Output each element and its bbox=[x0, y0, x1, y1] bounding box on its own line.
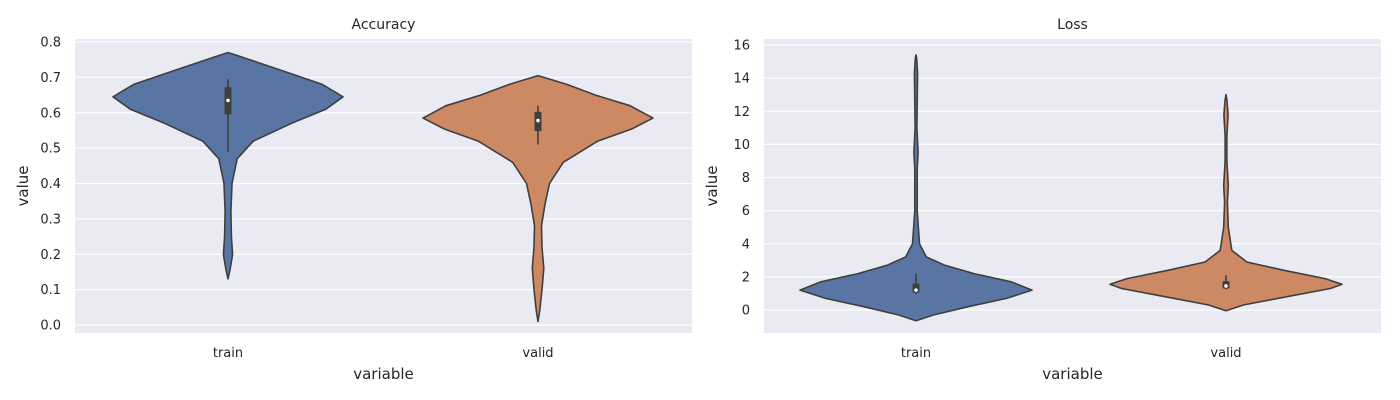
x-tick-label: valid bbox=[522, 346, 553, 361]
y-tick-label: 2 bbox=[742, 270, 750, 285]
y-tick-label: 12 bbox=[733, 105, 750, 120]
y-tick-label: 8 bbox=[742, 171, 750, 186]
y-tick-label: 10 bbox=[733, 138, 750, 153]
violin-body bbox=[422, 74, 654, 323]
y-axis-label: value bbox=[14, 166, 32, 207]
y-tick-label: 0.1 bbox=[40, 283, 61, 298]
chart-title: Loss bbox=[1057, 17, 1088, 33]
violin-body bbox=[1109, 93, 1343, 312]
violin-median-point bbox=[536, 118, 540, 123]
y-tick-label: 6 bbox=[742, 204, 750, 219]
violin-median-point bbox=[914, 288, 918, 292]
violin-valid bbox=[1109, 93, 1343, 312]
chart-title: Accuracy bbox=[352, 17, 416, 33]
x-tick-label: train bbox=[901, 346, 931, 361]
y-tick-label: 0.0 bbox=[40, 319, 61, 334]
y-tick-label: 14 bbox=[733, 72, 750, 87]
y-tick-label: 0.5 bbox=[40, 142, 61, 157]
y-tick-label: 0 bbox=[742, 304, 750, 319]
x-tick-label: train bbox=[213, 346, 243, 361]
violin-train bbox=[112, 51, 344, 280]
x-tick-label: valid bbox=[1210, 346, 1241, 361]
violin-body bbox=[799, 54, 1033, 322]
y-tick-label: 0.8 bbox=[40, 36, 61, 51]
y-tick-label: 0.3 bbox=[40, 212, 61, 227]
violin-median-point bbox=[226, 98, 230, 103]
y-tick-label: 0.2 bbox=[40, 248, 61, 263]
panel-loss: 0 2 4 6 8 10 12 14 16 train valid Loss variable value bbox=[703, 17, 1381, 383]
y-tick-label: 0.6 bbox=[40, 106, 61, 121]
panel-accuracy: 0.0 0.1 0.2 0.3 0.4 0.5 0.6 0.7 0.8 train valid Acc… bbox=[14, 17, 692, 383]
y-axis-label: value bbox=[703, 166, 721, 207]
x-axis-label: variable bbox=[1042, 365, 1103, 383]
violin-body bbox=[112, 51, 344, 280]
y-tick-label: 0.7 bbox=[40, 71, 61, 86]
y-tick-label: 4 bbox=[742, 237, 750, 252]
x-axis-label: variable bbox=[353, 365, 414, 383]
violin-valid bbox=[422, 74, 654, 323]
violin-train bbox=[799, 54, 1033, 322]
violin-median-point bbox=[1224, 284, 1228, 288]
y-tick-label: 16 bbox=[733, 39, 750, 54]
y-tick-label: 0.4 bbox=[40, 177, 61, 192]
